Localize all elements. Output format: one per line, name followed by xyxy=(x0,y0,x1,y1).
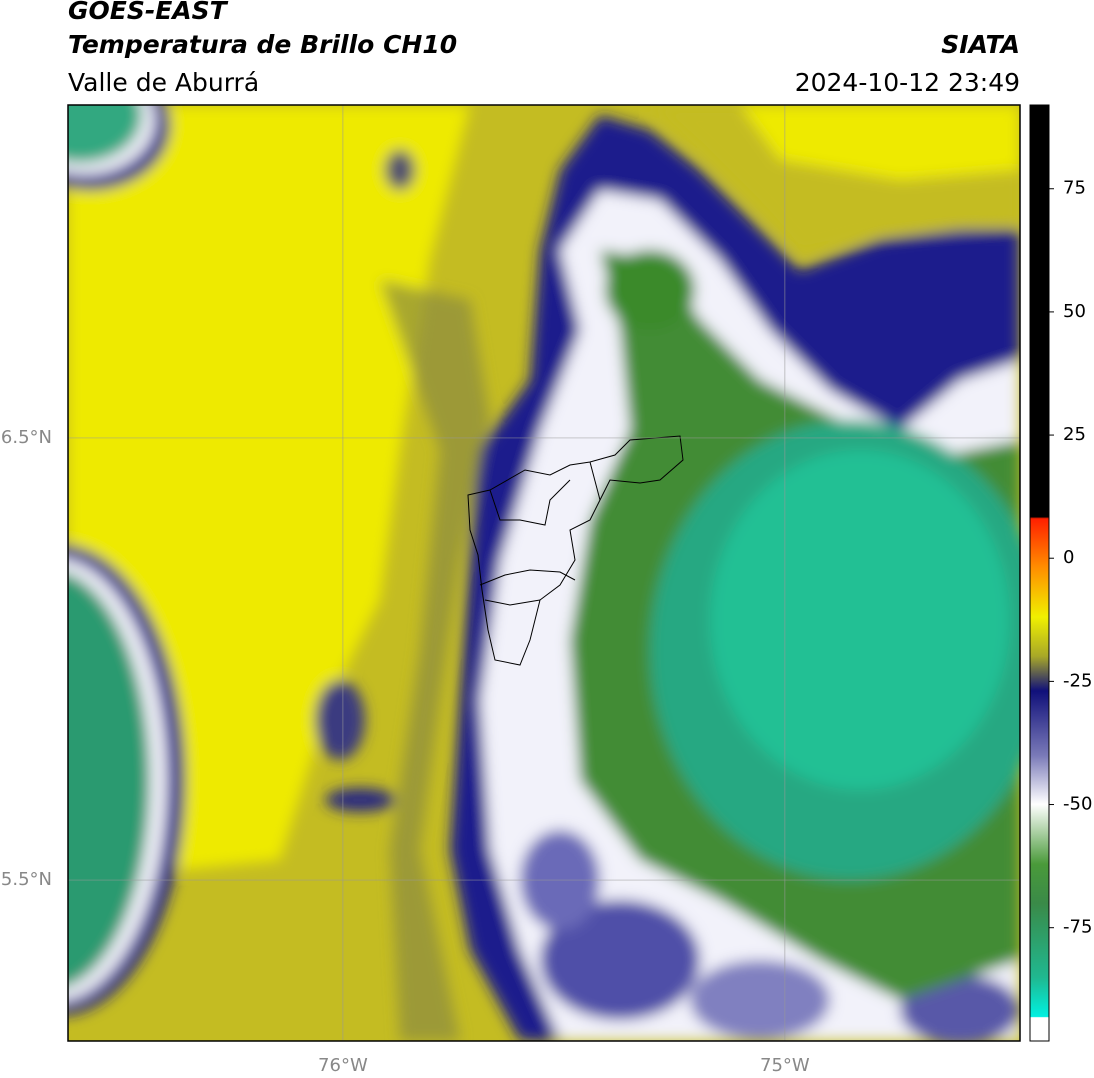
colorbar-tick-label: 50 xyxy=(1063,301,1086,322)
municipality-borders xyxy=(467,435,684,666)
colorbar-tick-label: -75 xyxy=(1063,917,1092,938)
region: Valle de Aburrá xyxy=(68,68,260,97)
x-tick-label: 75°W xyxy=(760,1055,810,1076)
y-tick-label: 5.5°N xyxy=(1,869,52,890)
colorbar-tick-label: 25 xyxy=(1063,424,1086,445)
colorbar-tick-label: 0 xyxy=(1063,547,1074,568)
y-tick-label: 6.5°N xyxy=(1,427,52,448)
colorbar-tick-label: -25 xyxy=(1063,670,1092,691)
colorbar-tick-label: -50 xyxy=(1063,794,1092,815)
map-frame xyxy=(67,104,1021,1042)
satellite-image xyxy=(68,105,1020,1041)
subtitle: Temperatura de Brillo CH10 xyxy=(68,30,458,59)
colorbar-tick-label: 75 xyxy=(1063,178,1086,199)
source: SIATA xyxy=(941,30,1020,59)
title: GOES-EAST xyxy=(68,0,227,25)
x-tick-label: 76°W xyxy=(318,1055,368,1076)
datetime: 2024-10-12 23:49 xyxy=(794,68,1020,97)
colorbar xyxy=(1029,104,1050,1042)
